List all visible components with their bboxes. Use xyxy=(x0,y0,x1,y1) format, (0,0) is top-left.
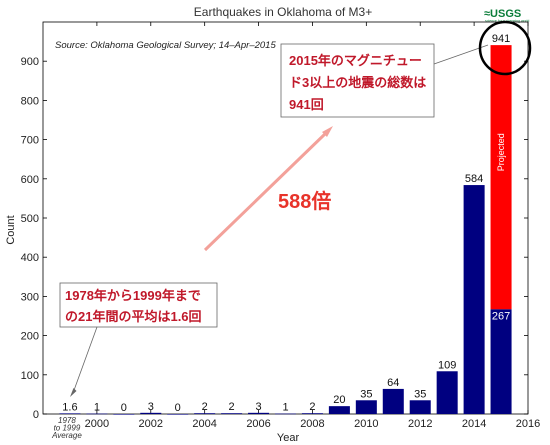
bar-value-label: 267 xyxy=(492,310,510,322)
projected-label: Projected xyxy=(496,133,506,171)
bar-value-label: 3 xyxy=(255,401,261,413)
bar-2006 xyxy=(248,412,270,414)
x-tick-label: 2014 xyxy=(462,418,486,430)
y-tick-label: 800 xyxy=(21,95,39,107)
usgs-logo-text: ≈USGS xyxy=(484,8,521,20)
x-tick-label: 2000 xyxy=(85,418,109,430)
y-tick-label: 0 xyxy=(33,409,39,421)
bottom-annotation-line-1: 1978年から1999年まで xyxy=(65,288,201,303)
highlight-circle xyxy=(478,20,532,76)
y-tick-label: 700 xyxy=(21,135,39,147)
multiplier-label: 588倍 xyxy=(278,189,331,213)
y-tick-label: 500 xyxy=(21,213,39,225)
bar-2009 xyxy=(328,406,350,414)
x-tick-label: 2006 xyxy=(246,418,270,430)
bar-value-label: 64 xyxy=(387,377,399,389)
y-tick-label: 200 xyxy=(21,331,39,343)
bar-series: 1.6 1 0 3 0 2 2 3 1 2 20 35 64 35 109 584 941 267 Projecte… xyxy=(59,33,512,415)
y-tick-label: 900 xyxy=(21,56,39,68)
bar-2014 xyxy=(463,185,485,414)
bar-value-label: 1 xyxy=(282,402,288,414)
x-axis: 2000 2002 2004 2006 2008 2010 2012 2014 20161978… xyxy=(51,22,540,440)
multiplier-arrow-line xyxy=(203,131,328,252)
top-annotation-box xyxy=(280,43,435,118)
y-tick-label: 300 xyxy=(21,291,39,303)
bar-2008 xyxy=(301,413,323,414)
bottom-annotation-box xyxy=(59,282,218,328)
bar-value-label: 0 xyxy=(121,402,127,414)
average-category-label: to 1999 xyxy=(54,424,81,433)
x-axis-title: Year xyxy=(277,432,300,444)
bar-2011 xyxy=(382,388,404,414)
y-tick-label: 100 xyxy=(21,370,39,382)
multiplier-arrowhead xyxy=(322,126,333,137)
bottom-annotation-pointer xyxy=(72,326,98,394)
bar-2005 xyxy=(221,413,243,414)
bar-projected xyxy=(490,45,512,310)
bar-2013 xyxy=(436,371,458,414)
bar-2003 xyxy=(167,414,189,415)
average-category-label: 1978 xyxy=(58,416,76,425)
bar-2015-actual xyxy=(490,309,512,414)
bar-value-label: 2 xyxy=(229,401,235,413)
bar-2001 xyxy=(113,414,135,415)
bar-2007 xyxy=(274,413,297,415)
bar-value-label: 35 xyxy=(414,388,426,400)
bar-2002 xyxy=(140,412,162,414)
y-tick-label: 400 xyxy=(21,252,39,264)
multiplier-arrow: 588倍 xyxy=(203,126,333,252)
usgs-logo: ≈USGS science for a changing world xyxy=(484,8,529,23)
bottom-annotation: 1978年から1999年まで の21年間の平均は1.6回 xyxy=(59,282,218,397)
bar-2012 xyxy=(409,400,431,414)
bar-2000 xyxy=(86,413,108,415)
bar-value-label: 2 xyxy=(202,401,208,413)
chart-title: Earthquakes in Oklahoma of M3+ xyxy=(194,5,372,19)
x-tick-label: 2010 xyxy=(354,418,378,430)
average-category-label: Average xyxy=(51,431,82,440)
bar-value-label: 941 xyxy=(492,33,510,45)
bar-average xyxy=(59,413,81,414)
bar-value-label: 584 xyxy=(465,173,483,185)
bottom-annotation-arrowhead xyxy=(70,388,77,397)
source-note: Source: Oklahoma Geological Survey; 14–A… xyxy=(55,40,276,51)
bar-value-label: 109 xyxy=(438,359,456,371)
x-tick-label: 2012 xyxy=(408,418,432,430)
bar-value-label: 20 xyxy=(333,394,345,406)
bar-value-label: 1 xyxy=(94,402,100,414)
bar-value-label: 0 xyxy=(175,402,181,414)
bar-value-label: 35 xyxy=(360,388,372,400)
top-annotation-line-1: 2015年のマグニチュー xyxy=(289,53,422,68)
bar-value-label: 1.6 xyxy=(62,401,77,413)
bar-value-label: 2 xyxy=(309,401,315,413)
top-annotation-line-3: 941回 xyxy=(289,97,324,112)
top-annotation: 2015年のマグニチュー ド3以上の地震の総数は 941回 xyxy=(280,20,532,118)
y-tick-label: 600 xyxy=(21,174,39,186)
bottom-annotation-line-2: の21年間の平均は1.6回 xyxy=(65,309,202,324)
bar-2004 xyxy=(194,413,216,414)
bar-2010 xyxy=(355,400,377,414)
top-annotation-line-2: ド3以上の地震の総数は xyxy=(289,75,426,90)
y-axis-title: Count xyxy=(5,215,17,244)
x-tick-label: 2004 xyxy=(192,418,216,430)
x-tick-label: 2002 xyxy=(139,418,163,430)
bar-value-label: 3 xyxy=(148,401,154,413)
x-tick-label: 2008 xyxy=(300,418,324,430)
x-tick-label: 2016 xyxy=(516,418,540,430)
